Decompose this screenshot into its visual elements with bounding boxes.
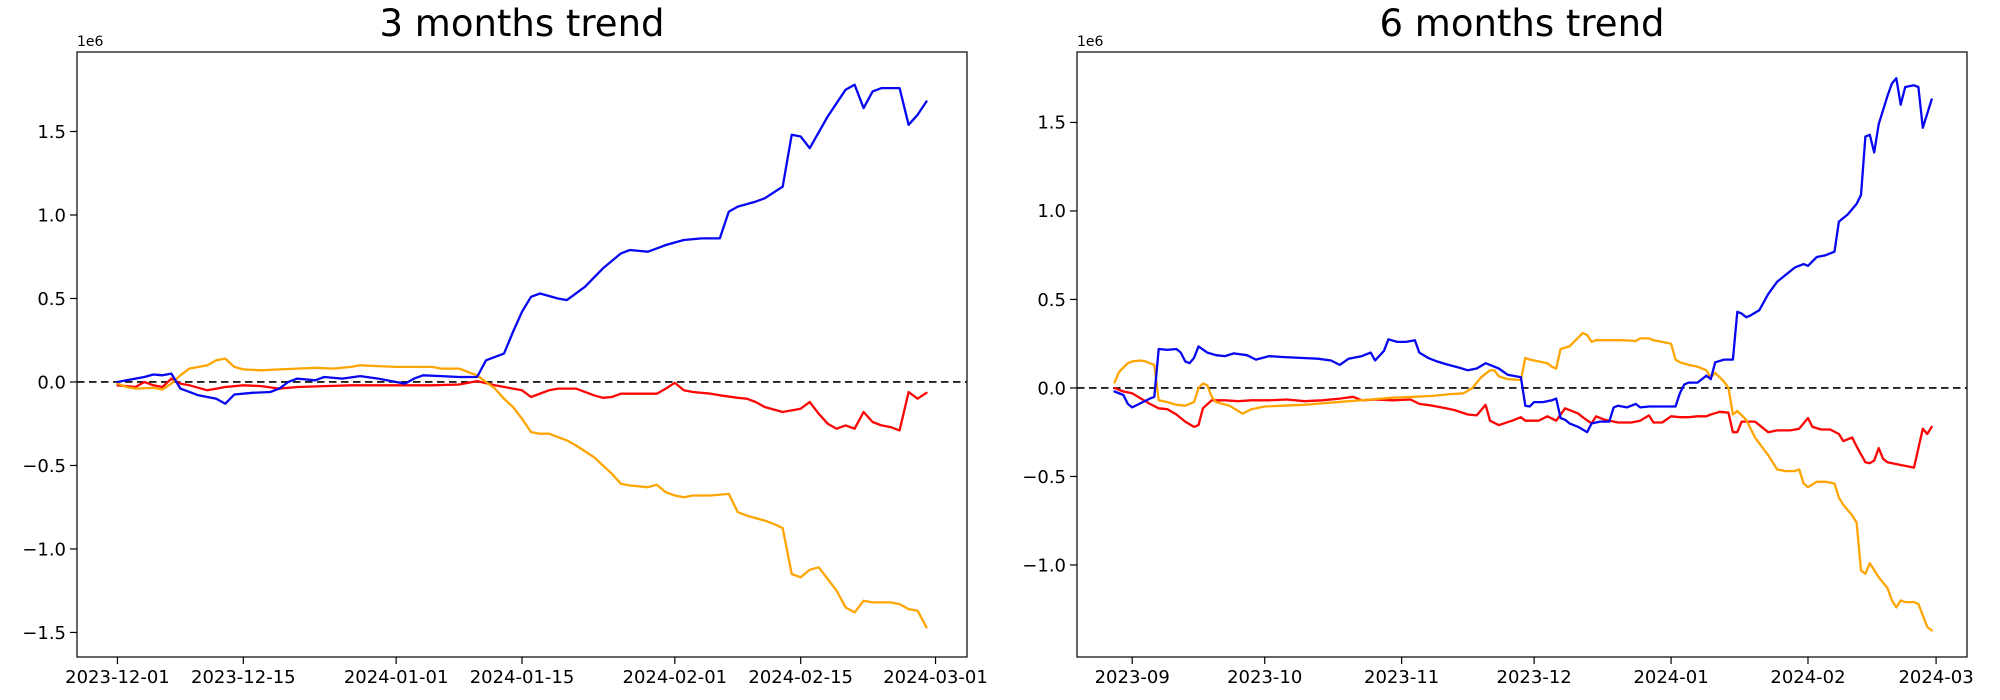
chart-3-months-trend: 3 months trend 1e6 2023-12-01 2023-12-15 2… [22,2,988,688]
y-tick-label: 1.0 [1037,201,1066,222]
x-tick-label: 2024-01-01 [344,667,449,688]
y-tick-label: 0.0 [37,372,66,393]
y-tick-label: 1.0 [37,205,66,226]
series-line-blue [1113,77,1933,434]
x-tick-label: 2023-12 [1497,667,1572,688]
series-line-blue [116,83,928,405]
x-tick-label: 2023-12-15 [191,667,296,688]
chart-6-months-trend: 6 months trend 1e6 2023-09 2023-10 2023-11… [1000,0,2000,700]
y-tick-label: 0.5 [37,289,66,310]
x-tick-label: 2023-11 [1364,667,1439,688]
x-tick-label: 2024-01-15 [470,667,575,688]
y-tick-label: −0.5 [22,456,66,477]
x-tick-label: 2024-03-01 [883,667,988,688]
x-tick-label: 2024-01 [1633,667,1708,688]
x-tick-label: 2023-12-01 [65,667,170,688]
axes-frame [1076,51,1968,658]
axes-frame [76,51,968,658]
x-tick-label: 2024-03 [1898,667,1973,688]
y-tick-label: 0.0 [1037,378,1066,399]
y-tick-label: −1.0 [22,539,66,560]
y-axis-offset-label: 1e6 [77,34,104,50]
x-tick-label: 2024-02-01 [623,667,728,688]
y-axis-offset-label: 1e6 [1077,34,1104,50]
x-tick-label: 2024-02 [1770,667,1845,688]
y-tick-label: −1.0 [1022,555,1066,576]
y-tick-label: 1.5 [1037,113,1066,134]
x-tick-label: 2024-02-15 [748,667,853,688]
series-line-orange [1113,331,1933,632]
series-line-red [116,377,928,432]
series-line-red [1113,386,1933,469]
plot-area: 2023-12-01 2023-12-15 2024-01-01 2024-01-15… [22,51,988,688]
chart-title: 3 months trend [379,2,665,45]
x-tick-label: 2023-09 [1095,667,1170,688]
series-line-orange [116,357,928,629]
x-tick-label: 2023-10 [1227,667,1302,688]
y-tick-label: 0.5 [1037,290,1066,311]
y-tick-label: 1.5 [37,122,66,143]
y-tick-label: −1.5 [22,623,66,644]
plot-area: 2023-09 2023-10 2023-11 2023-12 2024-01 2024-… [1022,51,1974,688]
chart-title: 6 months trend [1379,2,1665,45]
y-tick-label: −0.5 [1022,467,1066,488]
